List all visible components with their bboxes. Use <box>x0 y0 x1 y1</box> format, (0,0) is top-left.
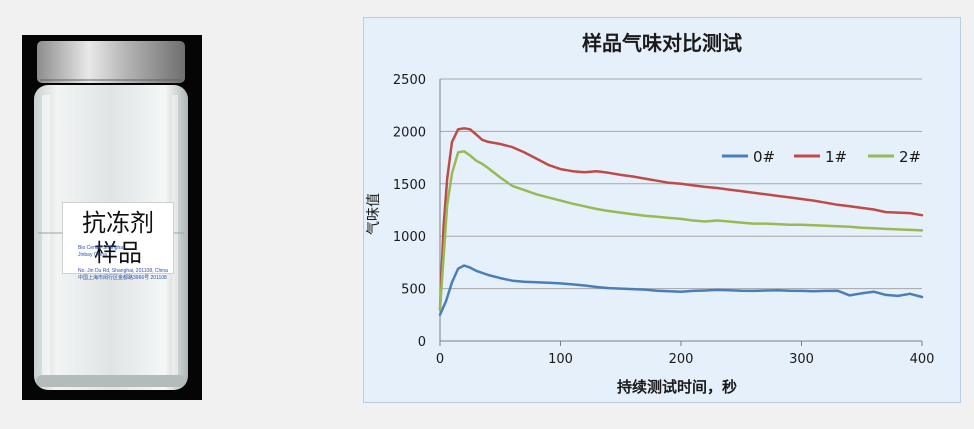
sample-label-line-1: 抗冻剂 <box>82 209 154 237</box>
x-tick-label: 300 <box>789 352 814 367</box>
series-line-1 <box>438 127 924 311</box>
jar-fine-print-3: No. Jin Du Rd, Shanghai, 201108, China <box>78 268 168 274</box>
x-tick-label: 0 <box>436 352 444 367</box>
y-axis-label: 气味值 <box>366 193 382 235</box>
x-axis-label: 持续测试时间，秒 <box>617 378 737 396</box>
chart-title: 样品气味对比测试 <box>582 31 742 55</box>
jar-fine-print-1: Bio Centre Shanghai <box>78 245 125 251</box>
odor-chart-panel: 0 500 1000 1500 2000 2500 0 100 200 300 400 0# 1# 2#… <box>363 17 961 403</box>
x-tick-label: 200 <box>669 352 694 367</box>
y-tick-label: 2500 <box>393 73 426 88</box>
x-tick-label: 400 <box>910 352 935 367</box>
odor-chart: 0 500 1000 1500 2000 2500 0 100 200 300 400 0# 1# 2#… <box>366 31 935 396</box>
legend-label: 0# <box>753 148 775 166</box>
y-tick-label: 2000 <box>393 125 426 140</box>
jar-fine-print-4: 中国上海市闵行区金都路3966号 201108 <box>78 275 167 281</box>
sample-name-label: 抗冻剂 样品 <box>62 202 174 274</box>
y-tick-label: 1000 <box>393 230 426 245</box>
series-line-0 <box>438 264 924 317</box>
legend-label: 1# <box>825 148 847 166</box>
sample-jar-photo: 抗冻剂 样品 Bio Centre Shanghai Jinbay China … <box>22 35 202 400</box>
x-tick-label: 100 <box>548 352 573 367</box>
y-tick-label: 0 <box>418 335 426 350</box>
jar-fine-print-2: Jinbay China <box>78 252 107 258</box>
sample-label-line-2: 样品 <box>94 239 142 267</box>
y-tick-label: 500 <box>401 283 426 298</box>
series-line-2 <box>438 150 924 311</box>
y-tick-label: 1500 <box>393 178 426 193</box>
legend-label: 2# <box>899 148 921 166</box>
